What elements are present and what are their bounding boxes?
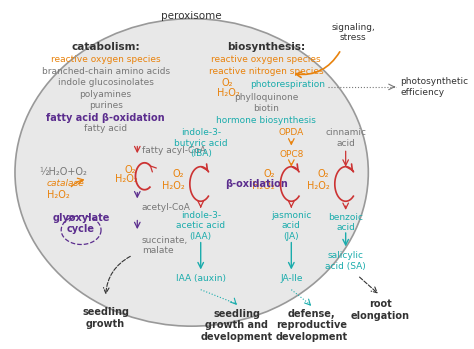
Text: ½H₂O+O₂: ½H₂O+O₂ xyxy=(39,168,87,177)
Text: IAA (auxin): IAA (auxin) xyxy=(176,274,226,283)
Text: reactive oxygen species: reactive oxygen species xyxy=(51,55,160,64)
Text: phylloquinone: phylloquinone xyxy=(234,93,298,102)
Text: O₂: O₂ xyxy=(124,165,136,175)
Text: catabolism:: catabolism: xyxy=(71,42,140,52)
Text: indole-3-
acetic acid
(IAA): indole-3- acetic acid (IAA) xyxy=(176,211,225,241)
Text: indole-3-
butyric acid
(IBA): indole-3- butyric acid (IBA) xyxy=(174,128,228,158)
Text: branched-chain amino acids: branched-chain amino acids xyxy=(42,67,170,76)
Text: OPC8: OPC8 xyxy=(279,150,303,159)
Text: β-oxidation: β-oxidation xyxy=(226,179,288,189)
Text: seedling
growth: seedling growth xyxy=(82,307,129,328)
Text: glyoxylate
cycle: glyoxylate cycle xyxy=(53,213,110,235)
Text: purines: purines xyxy=(89,101,122,110)
Text: hormone biosynthesis: hormone biosynthesis xyxy=(216,116,316,125)
Text: polyamines: polyamines xyxy=(80,90,132,99)
Text: biosynthesis:: biosynthesis: xyxy=(227,42,305,52)
Text: O₂: O₂ xyxy=(318,169,329,179)
Text: benzoic
acid: benzoic acid xyxy=(328,213,363,232)
Text: photorespiration: photorespiration xyxy=(251,80,326,89)
Text: reactive oxygen species: reactive oxygen species xyxy=(211,55,321,64)
Text: fatty acid β-oxidation: fatty acid β-oxidation xyxy=(46,113,165,123)
Text: JA-Ile: JA-Ile xyxy=(280,274,302,283)
Text: indole glucosinolates: indole glucosinolates xyxy=(58,78,154,87)
Text: O₂: O₂ xyxy=(221,78,233,88)
Text: signaling,
stress: signaling, stress xyxy=(331,23,375,42)
Text: H₂O₂: H₂O₂ xyxy=(252,181,275,191)
Text: jasmonic
acid
(JA): jasmonic acid (JA) xyxy=(271,211,311,241)
Text: fatty acyl-CoA: fatty acyl-CoA xyxy=(142,146,206,155)
Text: reactive nitrogen species: reactive nitrogen species xyxy=(209,67,323,76)
Text: H₂O₂: H₂O₂ xyxy=(115,174,138,184)
Text: photosynthetic
efficiency: photosynthetic efficiency xyxy=(400,77,468,97)
Text: OPDA: OPDA xyxy=(279,128,304,137)
Text: seedling
growth and
development: seedling growth and development xyxy=(201,309,273,342)
Text: succinate,
malate: succinate, malate xyxy=(142,236,188,255)
Text: fatty acid: fatty acid xyxy=(84,124,127,133)
Text: root
elongation: root elongation xyxy=(351,299,410,321)
Text: H₂O₂: H₂O₂ xyxy=(47,191,69,200)
Ellipse shape xyxy=(15,19,368,326)
Text: H₂O₂: H₂O₂ xyxy=(217,88,240,98)
Text: catalase: catalase xyxy=(47,179,84,188)
Text: acetyl-CoA: acetyl-CoA xyxy=(142,203,191,212)
Text: cinnamic
acid: cinnamic acid xyxy=(325,128,366,148)
Text: salicylic
acid (SA): salicylic acid (SA) xyxy=(325,251,366,270)
Text: O₂: O₂ xyxy=(264,169,275,179)
Text: defense,
reproductive
development: defense, reproductive development xyxy=(275,309,347,342)
Text: biotin: biotin xyxy=(253,104,279,113)
Text: peroxisome: peroxisome xyxy=(161,11,222,21)
Text: H₂O₂: H₂O₂ xyxy=(162,181,184,191)
Text: O₂: O₂ xyxy=(173,169,184,179)
Text: H₂O₂: H₂O₂ xyxy=(307,181,329,191)
